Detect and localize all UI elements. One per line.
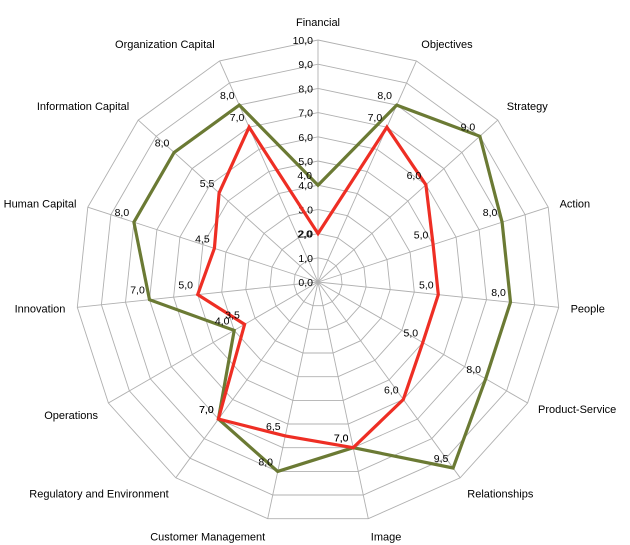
axis-label: Organization Capital — [115, 39, 215, 51]
data-label: 7,0 — [199, 404, 214, 416]
data-label: 4,0 — [297, 170, 312, 182]
data-label: 8,0 — [258, 456, 273, 468]
radial-tick-label: 4,0 — [298, 180, 313, 192]
data-label: 7,0 — [368, 112, 383, 124]
grid-spoke — [267, 281, 319, 519]
axis-label: Strategy — [507, 101, 548, 113]
axis-label: People — [571, 304, 605, 316]
axis-label: Action — [560, 199, 591, 211]
data-label: 8,0 — [377, 90, 392, 102]
radial-tick-label: 8,0 — [298, 83, 313, 95]
data-label: 2,0 — [297, 229, 312, 241]
grid-ring — [245, 208, 391, 354]
data-label: 4,5 — [195, 233, 210, 245]
axis-label: Human Capital — [4, 199, 77, 211]
data-label: 6,0 — [384, 385, 399, 397]
data-label: 6,5 — [266, 421, 281, 433]
grid-spoke — [87, 206, 319, 283]
grid-ring — [149, 112, 487, 449]
axis-label: Relationships — [467, 489, 534, 501]
data-label: 5,0 — [403, 328, 418, 340]
grid-spoke — [317, 281, 369, 519]
radial-tick-label: 6,0 — [298, 132, 313, 144]
axis-label: Regulatory and Environment — [29, 489, 168, 501]
data-label: 7,0 — [130, 285, 145, 297]
data-label: 5,0 — [419, 280, 434, 292]
grid-ring — [293, 257, 343, 307]
data-label: 8,0 — [220, 90, 235, 102]
grid-spoke — [175, 281, 319, 479]
grid-ring — [269, 233, 367, 330]
grid-spoke — [317, 119, 499, 283]
radial-tick-label: 9,0 — [298, 59, 313, 71]
data-label: 6,0 — [407, 170, 422, 182]
grid-ring — [76, 39, 560, 520]
axis-label: Information Capital — [37, 101, 129, 113]
grid-spoke — [317, 60, 417, 283]
grid-ring — [100, 63, 536, 496]
grid-ring — [173, 136, 463, 425]
grid-ring — [221, 184, 415, 378]
data-label: 5,0 — [178, 280, 193, 292]
axis-label: Objectives — [421, 39, 473, 51]
radial-tick-label: 10,0 — [293, 35, 314, 47]
data-label: 5,0 — [414, 230, 429, 242]
radial-tick-label: 7,0 — [298, 108, 313, 120]
data-label: 8,0 — [155, 138, 170, 150]
axis-label: Financial — [296, 17, 340, 29]
axis-label: Innovation — [15, 304, 66, 316]
axis-label: Operations — [44, 410, 98, 422]
grid-spoke — [317, 281, 461, 479]
series-line-2 — [195, 123, 440, 450]
radial-tick-label: 5,0 — [298, 156, 313, 168]
data-label: 9,5 — [434, 453, 449, 465]
radial-tick-label: 1,0 — [298, 253, 313, 265]
axis-label: Product-Service — [538, 404, 616, 416]
data-label: 9,0 — [461, 121, 476, 133]
data-label: 8,0 — [491, 287, 506, 299]
grid-spoke — [219, 60, 319, 283]
data-label: 7,0 — [230, 112, 245, 124]
data-label: 7,0 — [334, 433, 349, 445]
series-line-1 — [132, 102, 513, 474]
grid-spoke — [137, 119, 319, 283]
data-label: 5,5 — [200, 178, 215, 190]
grid-spoke — [108, 281, 319, 404]
data-label: 8,0 — [483, 207, 498, 219]
axis-label: Image — [371, 531, 402, 543]
data-label: 8,0 — [466, 364, 481, 376]
data-label: 3,5 — [225, 309, 240, 321]
data-label: 7,0 — [199, 404, 214, 416]
data-label: 4,0 — [215, 315, 230, 327]
radial-tick-label: 0,0 — [298, 277, 313, 289]
data-label: 8,0 — [115, 207, 130, 219]
data-label: 7,0 — [334, 433, 349, 445]
axis-label: Customer Management — [150, 531, 265, 543]
radial-tick-label: 2,0 — [298, 229, 313, 241]
